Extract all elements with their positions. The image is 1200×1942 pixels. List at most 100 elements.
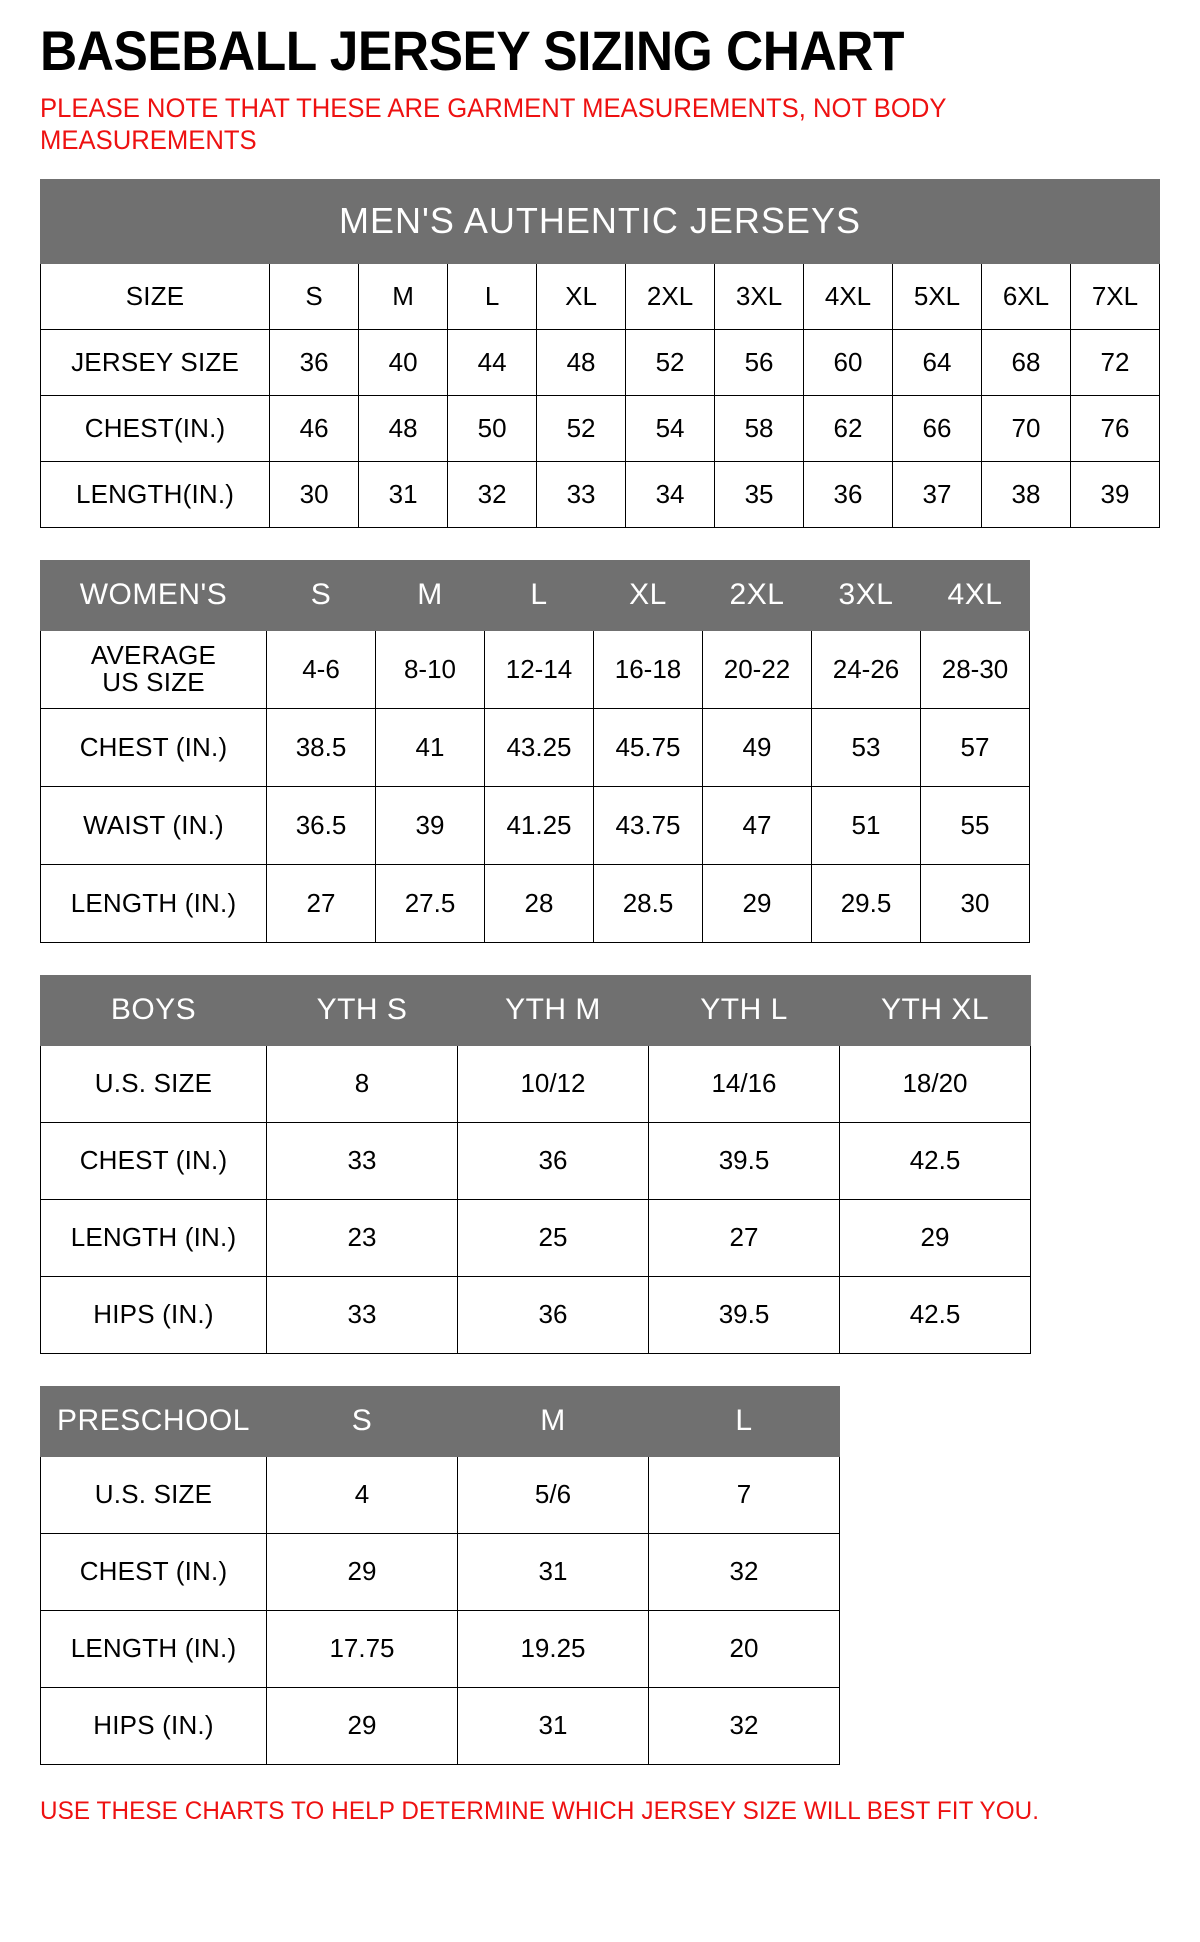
table-cell: 31 <box>457 1686 649 1765</box>
table-cell: 56 <box>714 328 805 396</box>
table-cell: 37 <box>892 460 982 528</box>
table-cell: 32 <box>648 1686 840 1765</box>
table-row: WAIST (IN.) 36.5 39 41.25 43.75 47 51 55 <box>40 785 1030 865</box>
preschool-row-label-length: LENGTH (IN.) <box>40 1609 267 1688</box>
table-cell: 70 <box>980 394 1071 462</box>
table-cell: 4 <box>266 1455 458 1534</box>
table-cell: 58 <box>714 394 805 462</box>
table-cell: 38 <box>980 460 1071 528</box>
womens-row-label-line2: US SIZE <box>102 667 205 698</box>
table-row: HIPS (IN.) 29 31 32 <box>40 1686 840 1765</box>
womens-sizing-table: WOMEN'S S M L XL 2XL 3XL 4XL AVERAGE US … <box>40 559 1030 943</box>
boys-row-label-us-size: U.S. SIZE <box>40 1044 267 1123</box>
table-cell: 31 <box>457 1532 649 1611</box>
table-row: JERSEY SIZE 36 40 44 48 52 56 60 64 68 7… <box>39 328 1161 396</box>
mens-table-banner: MEN'S AUTHENTIC JERSEYS <box>40 178 1160 264</box>
mens-col-header-3xl: 3XL <box>714 262 805 330</box>
page-title: BASEBALL JERSEY SIZING CHART <box>40 19 905 82</box>
mens-header-row: SIZE S M L XL 2XL 3XL 4XL 5XL 6XL 7XL <box>39 262 1161 330</box>
table-cell: 19.25 <box>457 1609 649 1688</box>
mens-col-header-2xl: 2XL <box>625 262 716 330</box>
table-cell: 16-18 <box>593 629 703 709</box>
table-cell: 39.5 <box>648 1121 840 1200</box>
table-cell: 24-26 <box>811 629 921 709</box>
table-cell: 50 <box>447 394 538 462</box>
table-cell: 7 <box>648 1455 840 1534</box>
table-cell: 25 <box>457 1198 649 1277</box>
table-row: AVERAGE US SIZE 4-6 8-10 12-14 16-18 20-… <box>40 629 1030 709</box>
table-cell: 66 <box>892 394 982 462</box>
table-cell: 49 <box>702 707 812 787</box>
womens-row-label-waist: WAIST (IN.) <box>40 785 267 865</box>
boys-row-label-length: LENGTH (IN.) <box>40 1198 267 1277</box>
table-row: LENGTH (IN.) 23 25 27 29 <box>40 1198 1031 1277</box>
preschool-col-header-l: L <box>648 1385 840 1457</box>
womens-row-label-chest: CHEST (IN.) <box>40 707 267 787</box>
table-cell: 28-30 <box>920 629 1030 709</box>
table-cell: 54 <box>625 394 716 462</box>
table-cell: 4-6 <box>266 629 376 709</box>
table-cell: 53 <box>811 707 921 787</box>
table-row: LENGTH (IN.) 27 27.5 28 28.5 29 29.5 30 <box>40 863 1030 943</box>
womens-row-label-average-us-size: AVERAGE US SIZE <box>40 629 267 709</box>
table-cell: 52 <box>536 394 627 462</box>
table-cell: 52 <box>625 328 716 396</box>
table-cell: 27 <box>648 1198 840 1277</box>
table-cell: 42.5 <box>839 1121 1031 1200</box>
table-cell: 39.5 <box>648 1275 840 1354</box>
table-cell: 36 <box>803 460 893 528</box>
preschool-col-header-m: M <box>457 1385 649 1457</box>
table-cell: 30 <box>920 863 1030 943</box>
table-cell: 36 <box>457 1275 649 1354</box>
table-cell: 39 <box>375 785 485 865</box>
boys-row-label-chest: CHEST (IN.) <box>40 1121 267 1200</box>
table-cell: 33 <box>266 1121 458 1200</box>
table-cell: 8 <box>266 1044 458 1123</box>
womens-col-header-4xl: 4XL <box>920 559 1030 631</box>
boys-header-row: BOYS YTH S YTH M YTH L YTH XL <box>40 974 1031 1046</box>
boys-col-header-yth-m: YTH M <box>457 974 649 1046</box>
preschool-header-row: PRESCHOOL S M L <box>40 1385 840 1457</box>
womens-header-row: WOMEN'S S M L XL 2XL 3XL 4XL <box>40 559 1030 631</box>
table-cell: 42.5 <box>839 1275 1031 1354</box>
table-cell: 29 <box>266 1686 458 1765</box>
table-row: CHEST (IN.) 29 31 32 <box>40 1532 840 1611</box>
table-cell: 27.5 <box>375 863 485 943</box>
table-cell: 45.75 <box>593 707 703 787</box>
preschool-row-label-chest: CHEST (IN.) <box>40 1532 267 1611</box>
mens-table-banner-row: MEN'S AUTHENTIC JERSEYS <box>40 178 1160 264</box>
mens-row-label-length: LENGTH(IN.) <box>39 460 271 528</box>
table-row: CHEST (IN.) 33 36 39.5 42.5 <box>40 1121 1031 1200</box>
preschool-col-header-preschool: PRESCHOOL <box>40 1385 267 1457</box>
womens-row-label-line1: AVERAGE <box>90 639 217 670</box>
table-cell: 47 <box>702 785 812 865</box>
table-cell: 36 <box>457 1121 649 1200</box>
page-subtitle: PLEASE NOTE THAT THESE ARE GARMENT MEASU… <box>40 93 947 155</box>
table-cell: 35 <box>714 460 805 528</box>
mens-col-header-s: S <box>269 262 360 330</box>
table-cell: 40 <box>358 328 449 396</box>
mens-col-header-7xl: 7XL <box>1069 262 1161 330</box>
womens-row-label-length: LENGTH (IN.) <box>40 863 267 943</box>
table-cell: 76 <box>1069 394 1161 462</box>
table-cell: 60 <box>803 328 893 396</box>
womens-col-header-2xl: 2XL <box>702 559 812 631</box>
table-cell: 33 <box>266 1275 458 1354</box>
table-cell: 36.5 <box>266 785 376 865</box>
preschool-col-header-s: S <box>266 1385 458 1457</box>
table-cell: 31 <box>358 460 449 528</box>
table-cell: 23 <box>266 1198 458 1277</box>
table-cell: 29 <box>839 1198 1031 1277</box>
table-cell: 43.75 <box>593 785 703 865</box>
table-cell: 28 <box>484 863 594 943</box>
mens-row-label-jersey-size: JERSEY SIZE <box>39 328 271 396</box>
table-cell: 57 <box>920 707 1030 787</box>
table-cell: 36 <box>269 328 360 396</box>
boys-row-label-hips: HIPS (IN.) <box>40 1275 267 1354</box>
table-cell: 51 <box>811 785 921 865</box>
womens-col-header-3xl: 3XL <box>811 559 921 631</box>
table-cell: 20 <box>648 1609 840 1688</box>
table-cell: 43.25 <box>484 707 594 787</box>
womens-col-header-xl: XL <box>593 559 703 631</box>
